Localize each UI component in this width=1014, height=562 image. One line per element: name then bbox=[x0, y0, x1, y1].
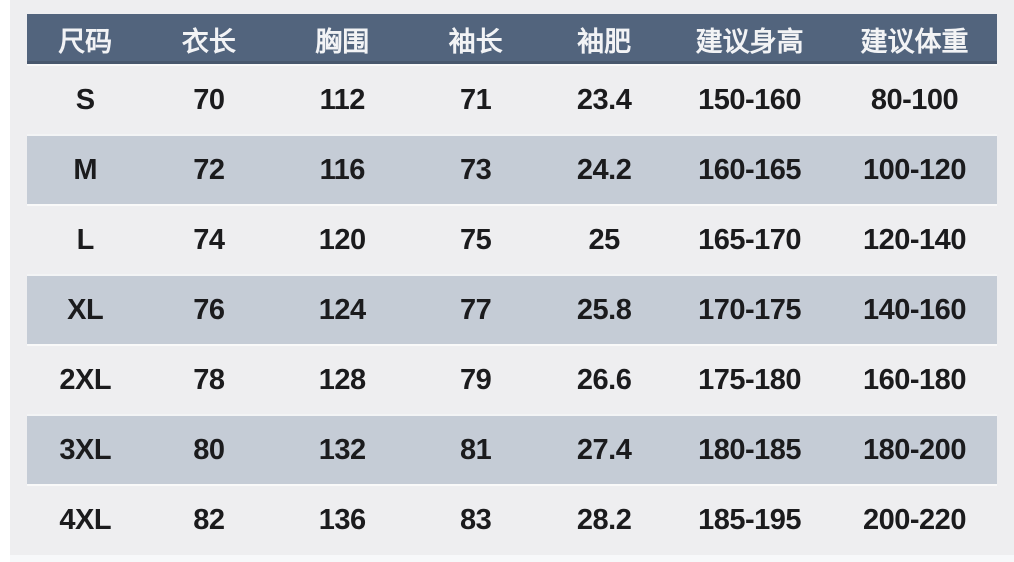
cell-sleeve: 75 bbox=[459, 223, 492, 256]
cell-chest: 132 bbox=[318, 433, 366, 466]
cell-weight: 100-120 bbox=[863, 153, 966, 186]
column-header-sleeve-width: 袖肥 bbox=[577, 26, 632, 57]
cell-weight: 160-180 bbox=[863, 363, 966, 396]
table-row: 3XL 80 132 81 27.4 180-185 180-200 bbox=[27, 414, 997, 484]
cell-length: 74 bbox=[193, 223, 225, 256]
cell-size: 3XL bbox=[59, 433, 112, 466]
cell-sleeve-width: 25.8 bbox=[576, 293, 632, 326]
cell-height: 165-170 bbox=[698, 223, 802, 256]
table-row: 4XL 82 136 83 28.2 185-195 200-220 bbox=[27, 484, 997, 554]
column-header-suggested-weight: 建议体重 bbox=[860, 26, 969, 57]
column-header-size: 尺码 bbox=[58, 26, 113, 57]
column-header-suggested-height: 建议身高 bbox=[695, 26, 804, 57]
cell-size: 2XL bbox=[59, 363, 112, 396]
cell-sleeve-width: 27.4 bbox=[576, 433, 632, 466]
cell-sleeve: 81 bbox=[459, 433, 492, 466]
cell-height: 160-165 bbox=[698, 153, 802, 186]
cell-sleeve-width: 24.2 bbox=[576, 153, 632, 186]
cell-chest: 124 bbox=[318, 293, 366, 326]
cell-length: 82 bbox=[193, 503, 225, 536]
column-header-sleeve-length: 袖长 bbox=[448, 26, 503, 57]
cell-sleeve-width: 23.4 bbox=[576, 83, 632, 116]
cell-chest: 120 bbox=[318, 223, 366, 256]
cell-weight: 200-220 bbox=[863, 503, 966, 536]
table-row: L 74 120 75 25 165-170 120-140 bbox=[27, 204, 997, 274]
cell-sleeve: 79 bbox=[459, 363, 492, 396]
cell-sleeve-width: 28.2 bbox=[576, 503, 632, 536]
size-chart-table: 尺码 衣长 胸围 袖长 袖肥 建议身高 建议体重 S 70 112 71 23.… bbox=[27, 14, 997, 554]
cell-size: S bbox=[75, 83, 95, 116]
cell-height: 185-195 bbox=[698, 503, 802, 536]
cell-length: 78 bbox=[193, 363, 225, 396]
bottom-margin-strip bbox=[10, 555, 1014, 562]
cell-chest: 136 bbox=[318, 503, 366, 536]
cell-sleeve: 83 bbox=[459, 503, 492, 536]
cell-height: 175-180 bbox=[698, 363, 802, 396]
cell-weight: 140-160 bbox=[863, 293, 966, 326]
cell-chest: 112 bbox=[319, 83, 366, 116]
table-row: M 72 116 73 24.2 160-165 100-120 bbox=[27, 134, 997, 204]
column-header-garment-length: 衣长 bbox=[181, 26, 236, 57]
table-row: XL 76 124 77 25.8 170-175 140-160 bbox=[27, 274, 997, 344]
cell-chest: 116 bbox=[319, 153, 366, 186]
cell-length: 76 bbox=[193, 293, 225, 326]
cell-size: L bbox=[76, 223, 95, 256]
cell-weight: 180-200 bbox=[863, 433, 966, 466]
cell-length: 70 bbox=[193, 83, 225, 116]
cell-sleeve: 71 bbox=[459, 83, 492, 116]
cell-sleeve: 73 bbox=[459, 153, 492, 186]
left-margin-strip bbox=[0, 0, 10, 562]
cell-height: 180-185 bbox=[698, 433, 802, 466]
column-header-chest: 胸围 bbox=[315, 26, 370, 57]
cell-size: XL bbox=[67, 293, 104, 326]
cell-length: 72 bbox=[193, 153, 225, 186]
cell-sleeve-width: 25 bbox=[588, 223, 620, 256]
cell-sleeve-width: 26.6 bbox=[576, 363, 632, 396]
table-header-row: 尺码 衣长 胸围 袖长 袖肥 建议身高 建议体重 bbox=[27, 14, 997, 64]
cell-weight: 120-140 bbox=[863, 223, 966, 256]
table-row: S 70 112 71 23.4 150-160 80-100 bbox=[27, 64, 997, 134]
cell-length: 80 bbox=[193, 433, 225, 466]
table-row: 2XL 78 128 79 26.6 175-180 160-180 bbox=[27, 344, 997, 414]
cell-height: 170-175 bbox=[698, 293, 802, 326]
cell-sleeve: 77 bbox=[459, 293, 492, 326]
cell-weight: 80-100 bbox=[870, 83, 959, 116]
cell-chest: 128 bbox=[318, 363, 366, 396]
cell-size: 4XL bbox=[59, 503, 112, 536]
cell-height: 150-160 bbox=[698, 83, 802, 116]
cell-size: M bbox=[73, 153, 98, 186]
